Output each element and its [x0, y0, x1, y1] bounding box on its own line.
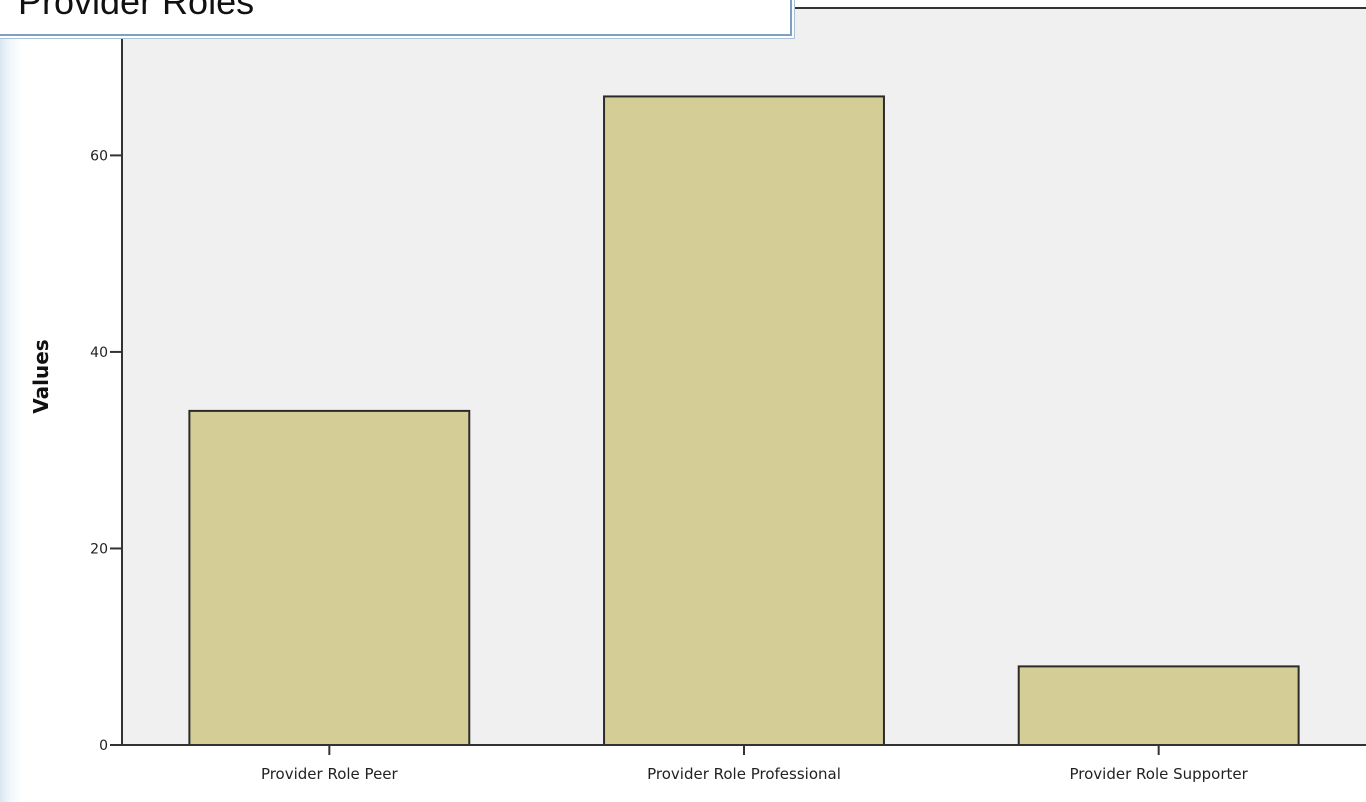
chart-title-box: Provider Roles	[0, 0, 792, 36]
y-axis-title: Values	[29, 339, 53, 413]
bar	[1017, 665, 1300, 746]
y-tick-label: 20	[90, 541, 108, 557]
bar	[188, 409, 471, 746]
y-tick-label: 60	[90, 148, 108, 164]
y-tick-label: 0	[99, 738, 108, 754]
bar	[603, 95, 885, 746]
y-axis: 0 20 40 60	[90, 8, 123, 754]
x-tick-label: Provider Role Professional	[647, 765, 841, 783]
y-tick-label: 40	[90, 345, 108, 361]
x-tick-label: Provider Role Supporter	[1070, 765, 1249, 783]
chart-title: Provider Roles	[18, 0, 255, 22]
x-axis: Provider Role Peer Provider Role Professi…	[122, 744, 1366, 783]
x-tick-label: Provider Role Peer	[261, 765, 399, 783]
